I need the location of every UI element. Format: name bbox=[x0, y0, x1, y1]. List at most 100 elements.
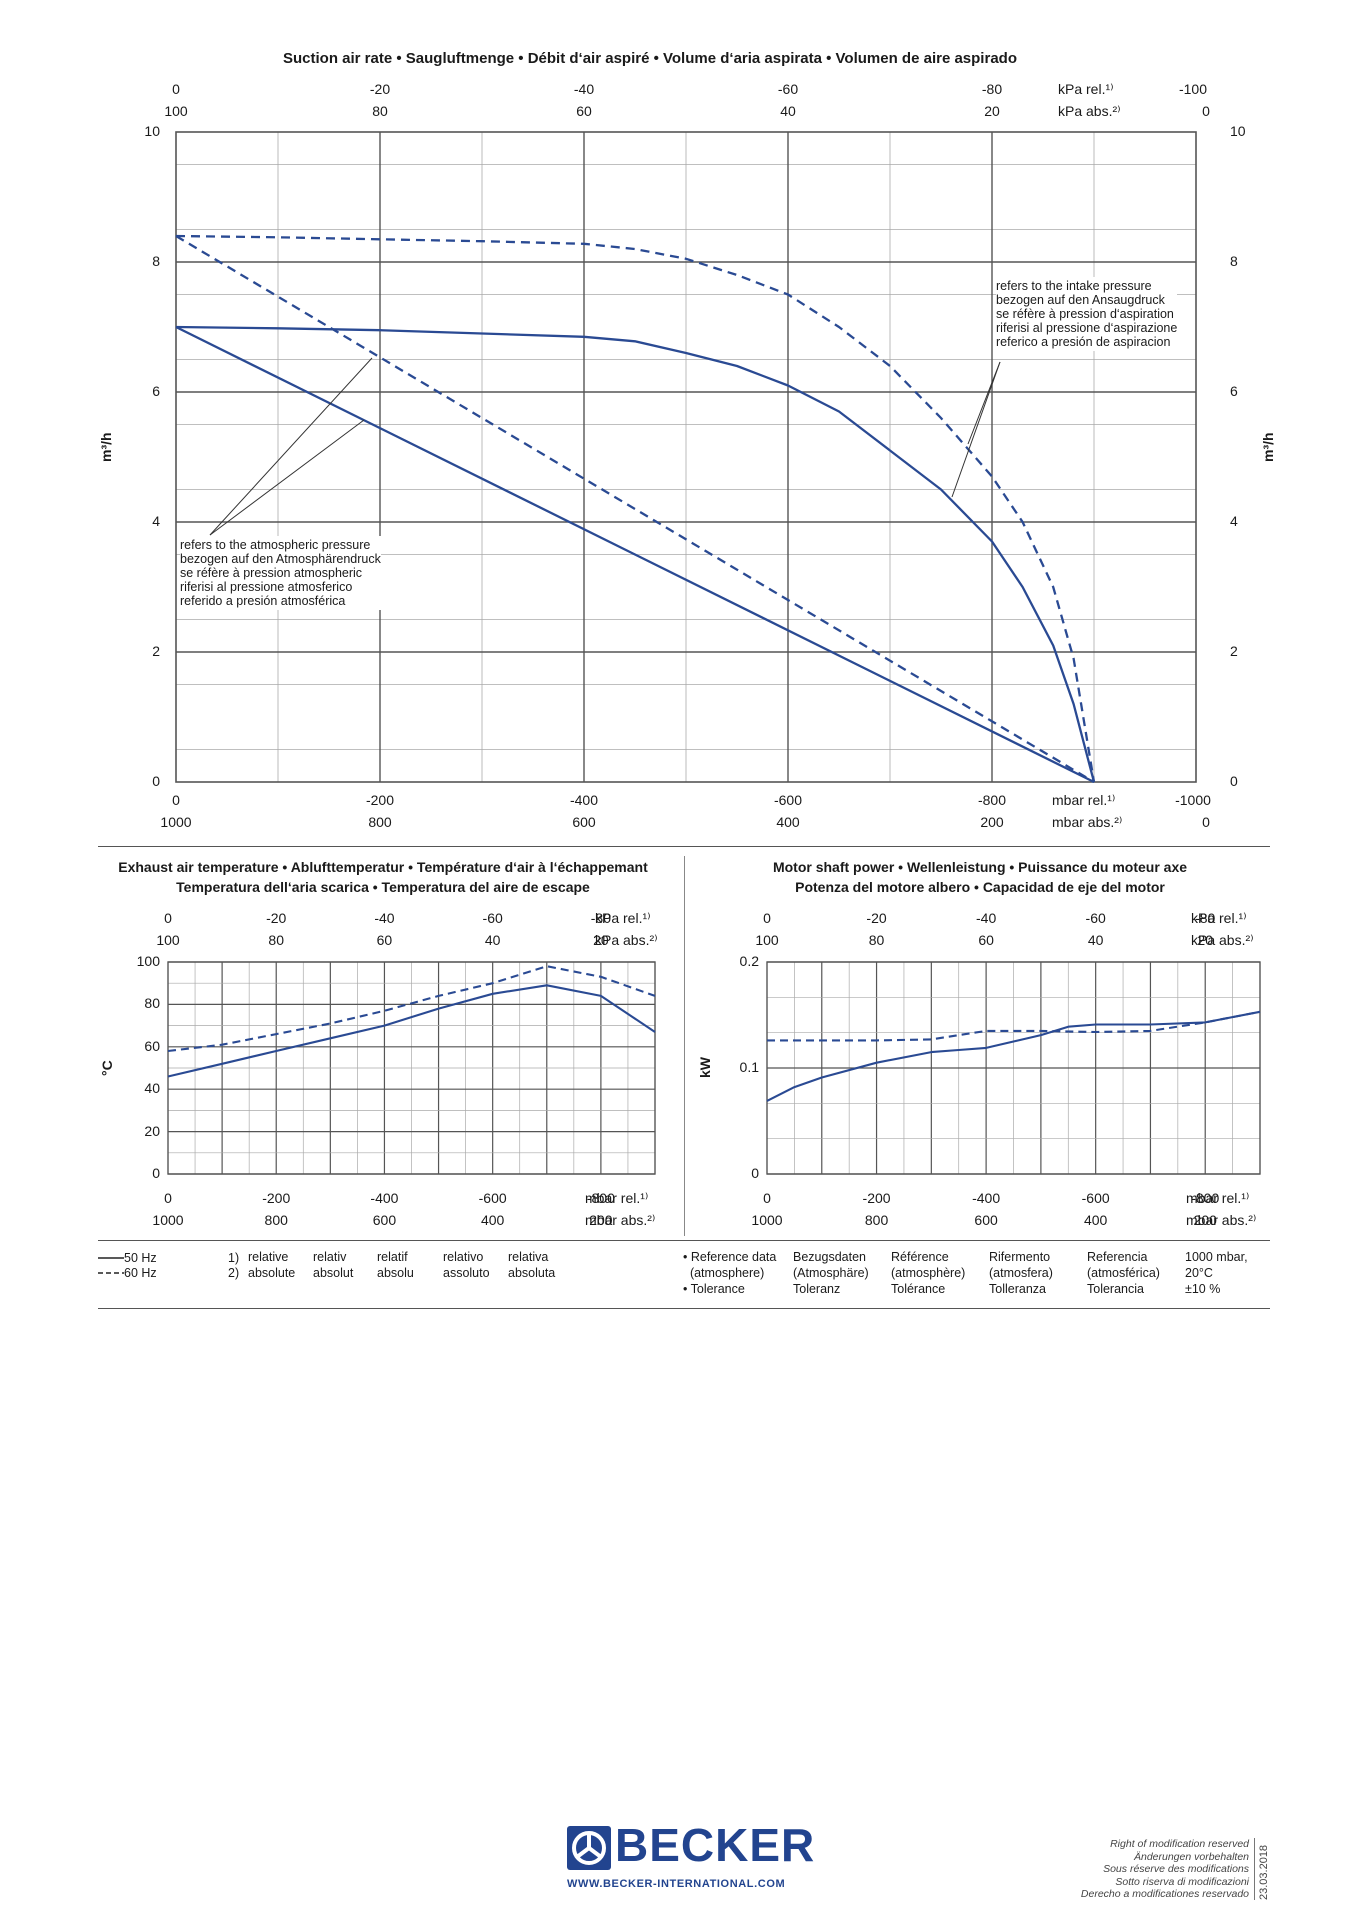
temp_chart-top-tick-abs: 60 bbox=[376, 932, 393, 948]
rights-line: Sous réserve des modifications bbox=[1103, 1863, 1249, 1875]
power-chart-title: Motor shaft power • Wellenleistung • Pui… bbox=[772, 859, 1188, 875]
main-grid bbox=[175, 131, 1197, 783]
temp_chart-top-tick-rel: -60 bbox=[482, 910, 503, 926]
temp_chart-y-tick: 100 bbox=[136, 953, 160, 969]
y-tick-left: 2 bbox=[152, 643, 160, 659]
legend-absolute-word: assoluto bbox=[443, 1266, 490, 1280]
legend: 50 Hz 60 Hz bbox=[98, 1250, 157, 1280]
temp_chart-top-tick-abs: 100 bbox=[156, 932, 180, 948]
note-atm-line: refers to the atmospheric pressure bbox=[180, 538, 371, 552]
temp_chart-bottom-tick-abs: 800 bbox=[264, 1212, 288, 1228]
reference-cell: Tolleranza bbox=[989, 1282, 1046, 1296]
legend-50hz: 50 Hz bbox=[98, 1250, 157, 1265]
temp_chart-bottom-tick-abs: 1000 bbox=[152, 1212, 184, 1228]
power_chart-y-tick: 0.1 bbox=[739, 1059, 759, 1075]
power_chart-bottom-tick-abs: 400 bbox=[1083, 1212, 1108, 1228]
top-tick-kpa-rel: -60 bbox=[777, 81, 799, 97]
rights-line: Derecho a modificationes reservado bbox=[1080, 1888, 1249, 1900]
note-intake-line: se réfère à pression d‘aspiration bbox=[996, 307, 1174, 321]
power_chart-top-tick-abs: 40 bbox=[1087, 932, 1104, 948]
power_chart-bottom-tick-abs: 800 bbox=[864, 1212, 889, 1228]
suction-air-rate-chart bbox=[175, 131, 1197, 784]
power_chart-top-tick-rel: 0 bbox=[763, 910, 771, 926]
power_chart-series-1 bbox=[766, 1010, 1261, 1102]
temp_chart-y-tick: 0 bbox=[152, 1165, 160, 1181]
reference-cell: Référence bbox=[891, 1250, 949, 1264]
divider-mid bbox=[98, 1240, 1270, 1241]
legend-footnote-1: 1) bbox=[228, 1251, 240, 1265]
rights-line: Right of modification reserved bbox=[1110, 1838, 1249, 1850]
main-chart-title: Suction air rate • Saugluftmenge • Débit… bbox=[283, 50, 1017, 67]
power_chart-top-tick-abs: 60 bbox=[978, 932, 994, 948]
bottom-tick-mbar-abs: 0 bbox=[1202, 814, 1210, 830]
reference-cell: Bezugsdaten bbox=[793, 1250, 866, 1264]
bottom-tick-mbar-abs: 600 bbox=[572, 814, 596, 830]
top-tick-kpa-abs: 60 bbox=[576, 103, 592, 119]
becker-logo-mark bbox=[567, 1826, 611, 1870]
power_chart-bottom-tick-rel: -400 bbox=[972, 1190, 1001, 1206]
y-tick-right: 4 bbox=[1230, 513, 1238, 529]
note-intake-line: riferisi al pressione d‘aspirazione bbox=[996, 321, 1178, 335]
temp_chart-top-tick-rel: -20 bbox=[266, 910, 287, 926]
power_chart-kpa-rel-unit: kPa rel.¹⁾ bbox=[1191, 910, 1247, 926]
top-tick-kpa-rel: -100 bbox=[1178, 81, 1208, 97]
reference-cell: Toleranz bbox=[793, 1282, 841, 1296]
temp_chart-kpa-abs-unit: kPa abs.²⁾ bbox=[595, 932, 658, 948]
legend-60hz-label: 60 Hz bbox=[124, 1265, 157, 1280]
y-tick-left: 10 bbox=[144, 123, 160, 139]
note-atmospheric: refers to the atmospheric pressure bezog… bbox=[180, 536, 381, 610]
reference-cell: Tolérance bbox=[891, 1282, 946, 1296]
top-tick-kpa-rel: -20 bbox=[369, 81, 391, 97]
bottom-tick-mbar-rel: -1000 bbox=[1175, 792, 1211, 808]
temp_chart-bottom-tick-rel: -400 bbox=[370, 1190, 399, 1206]
temp_chart-series-2 bbox=[167, 965, 656, 1053]
reference-cell: Tolerancia bbox=[1087, 1282, 1144, 1296]
top-tick-kpa-abs: 80 bbox=[372, 103, 388, 119]
legend-absolute-word: absoluta bbox=[508, 1266, 556, 1280]
top-tick-kpa-abs: 100 bbox=[164, 103, 188, 119]
power-curves bbox=[766, 1010, 1261, 1102]
temp_chart-series-1 bbox=[167, 984, 656, 1078]
temp_chart-y-tick: 60 bbox=[144, 1037, 160, 1054]
reference-cell: (atmosphère) bbox=[891, 1266, 966, 1280]
footer-divider bbox=[1254, 1838, 1255, 1900]
temp-chart-title: Exhaust air temperature • Ablufttemperat… bbox=[118, 859, 648, 875]
main-callouts bbox=[209, 357, 1001, 536]
top-tick-kpa-rel: -40 bbox=[573, 81, 595, 97]
temp_chart-top-tick-rel: -40 bbox=[374, 910, 395, 926]
power-ylabel: kW bbox=[697, 1057, 713, 1078]
note-atm-line: riferisi al pressione atmosferico bbox=[180, 580, 353, 594]
temp_chart-bottom-tick-rel: -200 bbox=[262, 1190, 291, 1206]
reference-cell: (atmosphere) bbox=[683, 1266, 765, 1280]
y-tick-right: 10 bbox=[1230, 123, 1246, 139]
divider-top bbox=[98, 846, 1270, 847]
temp_chart-bottom-tick-rel: -800 bbox=[586, 1190, 615, 1206]
callout-leader bbox=[209, 357, 373, 536]
power-grid bbox=[766, 961, 1261, 1175]
temp_chart-mbar-abs-unit: mbar abs.²⁾ bbox=[585, 1212, 656, 1228]
power_chart-top-tick-abs: 20 bbox=[1197, 932, 1214, 948]
bottom-tick-mbar-rel: -400 bbox=[569, 792, 599, 808]
y-tick-left: 4 bbox=[152, 513, 160, 529]
top-tick-kpa-abs: 0 bbox=[1202, 103, 1210, 119]
temp_chart-bottom-tick-rel: 0 bbox=[164, 1190, 172, 1206]
legend-relative-word: relativ bbox=[313, 1250, 347, 1264]
temp_chart-top-tick-rel: -80 bbox=[590, 910, 611, 926]
temp_chart-top-tick-abs: 80 bbox=[268, 932, 285, 948]
reference-cell: (atmosférica) bbox=[1087, 1266, 1160, 1280]
temp_chart-y-tick: 20 bbox=[144, 1122, 160, 1139]
plot-frame bbox=[175, 131, 1197, 783]
series-line-1 bbox=[175, 325, 1096, 783]
top-tick-kpa-abs: 20 bbox=[984, 103, 1000, 119]
mbar-abs-unit: mbar abs.²⁾ bbox=[1052, 814, 1123, 830]
legend-absolute-word: absolu bbox=[377, 1266, 414, 1280]
legend-absolute-word: absolut bbox=[313, 1266, 354, 1280]
note-atm-line: referido a presión atmosférica bbox=[180, 594, 346, 608]
bottom-tick-mbar-abs: 400 bbox=[776, 814, 800, 830]
note-atm-line: bezogen auf den Atmosphärendruck bbox=[180, 552, 381, 566]
legend-absolute-word: absolute bbox=[248, 1266, 296, 1280]
power_chart-bottom-tick-rel: -600 bbox=[1081, 1190, 1110, 1206]
temp_chart-bottom-tick-abs: 400 bbox=[480, 1212, 505, 1228]
brand-url[interactable]: WWW.BECKER-INTERNATIONAL.COM bbox=[567, 1878, 786, 1890]
divider-vertical bbox=[684, 856, 685, 1236]
